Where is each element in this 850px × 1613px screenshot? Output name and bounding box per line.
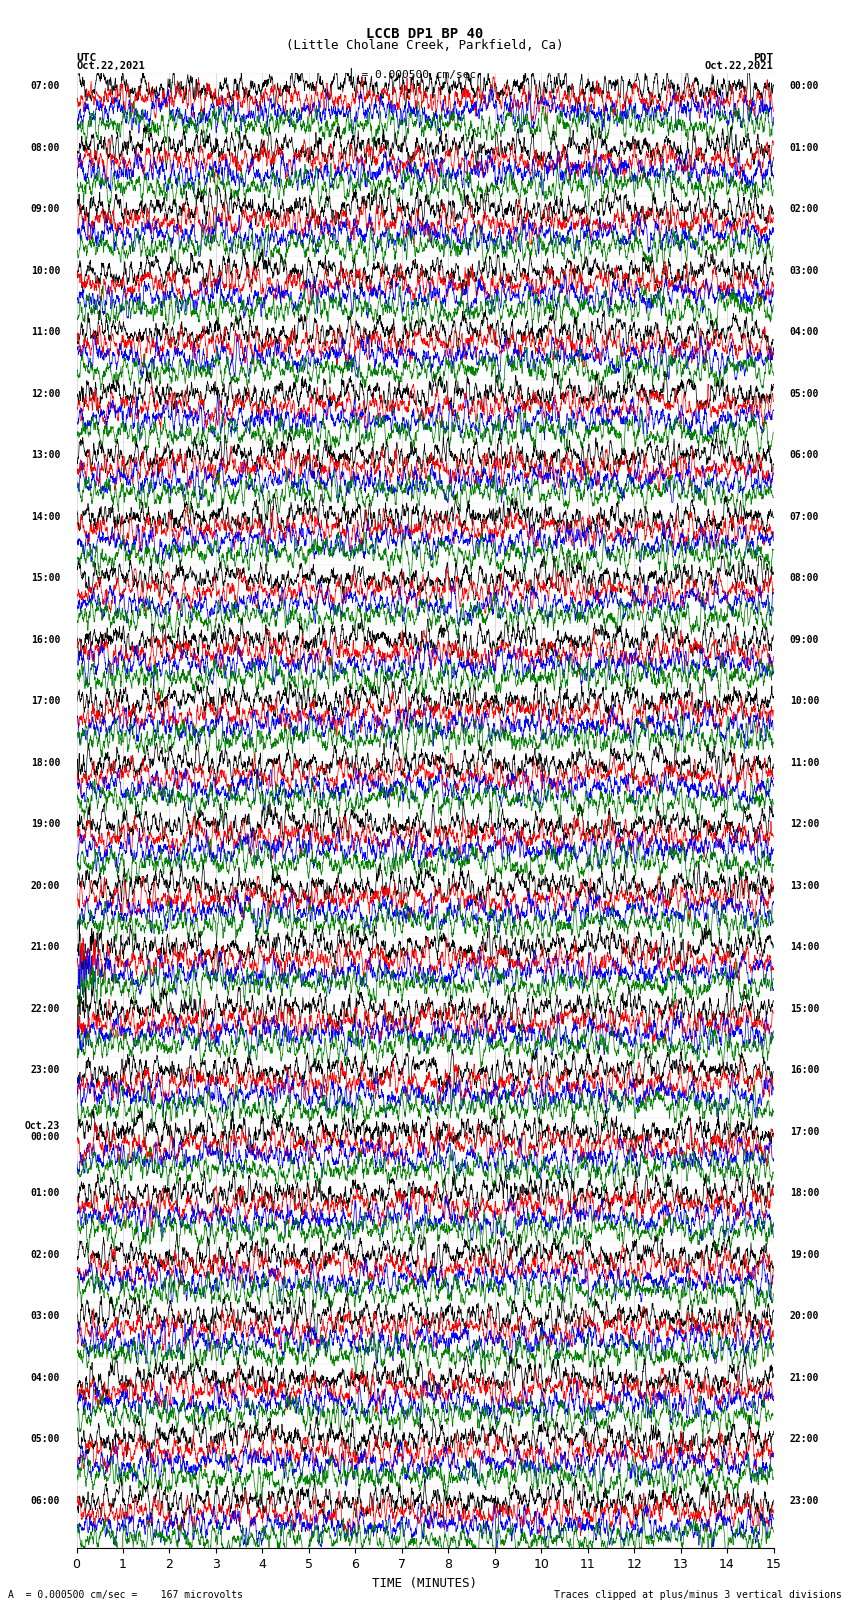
Text: 18:00: 18:00: [790, 1189, 819, 1198]
Text: 02:00: 02:00: [31, 1250, 60, 1260]
Text: UTC: UTC: [76, 53, 97, 63]
Text: 07:00: 07:00: [790, 511, 819, 521]
Text: 20:00: 20:00: [790, 1311, 819, 1321]
Text: 03:00: 03:00: [790, 266, 819, 276]
Text: 11:00: 11:00: [31, 327, 60, 337]
Text: 09:00: 09:00: [790, 634, 819, 645]
Text: 11:00: 11:00: [790, 758, 819, 768]
Text: Oct.22,2021: Oct.22,2021: [76, 61, 145, 71]
Text: 21:00: 21:00: [790, 1373, 819, 1382]
Text: 23:00: 23:00: [31, 1065, 60, 1074]
Text: 16:00: 16:00: [31, 634, 60, 645]
Text: 06:00: 06:00: [31, 1495, 60, 1505]
Text: 23:00: 23:00: [790, 1495, 819, 1505]
Text: 19:00: 19:00: [31, 819, 60, 829]
Text: 17:00: 17:00: [31, 697, 60, 706]
Text: 01:00: 01:00: [790, 142, 819, 153]
Text: 08:00: 08:00: [31, 142, 60, 153]
Text: 15:00: 15:00: [31, 573, 60, 582]
Text: 09:00: 09:00: [31, 205, 60, 215]
Text: 14:00: 14:00: [790, 942, 819, 952]
Text: 01:00: 01:00: [31, 1189, 60, 1198]
Text: 10:00: 10:00: [31, 266, 60, 276]
Text: Oct.22,2021: Oct.22,2021: [705, 61, 774, 71]
Text: 12:00: 12:00: [31, 389, 60, 398]
Text: 03:00: 03:00: [31, 1311, 60, 1321]
Text: 02:00: 02:00: [790, 205, 819, 215]
Text: 17:00: 17:00: [790, 1126, 819, 1137]
Text: LCCB DP1 BP 40: LCCB DP1 BP 40: [366, 27, 484, 42]
Text: 12:00: 12:00: [790, 819, 819, 829]
Text: 13:00: 13:00: [31, 450, 60, 460]
Text: Traces clipped at plus/minus 3 vertical divisions: Traces clipped at plus/minus 3 vertical …: [553, 1590, 842, 1600]
Text: 08:00: 08:00: [790, 573, 819, 582]
Text: 05:00: 05:00: [31, 1434, 60, 1444]
Text: ⎮ = 0.000500 cm/sec: ⎮ = 0.000500 cm/sec: [348, 68, 476, 81]
Text: 14:00: 14:00: [31, 511, 60, 521]
Text: 16:00: 16:00: [790, 1065, 819, 1074]
Text: 19:00: 19:00: [790, 1250, 819, 1260]
Text: 07:00: 07:00: [31, 81, 60, 90]
Text: 10:00: 10:00: [790, 697, 819, 706]
Text: 18:00: 18:00: [31, 758, 60, 768]
Text: 22:00: 22:00: [31, 1003, 60, 1013]
Text: A  = 0.000500 cm/sec =    167 microvolts: A = 0.000500 cm/sec = 167 microvolts: [8, 1590, 243, 1600]
Text: 22:00: 22:00: [790, 1434, 819, 1444]
Text: (Little Cholane Creek, Parkfield, Ca): (Little Cholane Creek, Parkfield, Ca): [286, 39, 564, 52]
Text: 21:00: 21:00: [31, 942, 60, 952]
Text: 04:00: 04:00: [31, 1373, 60, 1382]
Text: 04:00: 04:00: [790, 327, 819, 337]
Text: PDT: PDT: [753, 53, 774, 63]
Text: 06:00: 06:00: [790, 450, 819, 460]
Text: 20:00: 20:00: [31, 881, 60, 890]
Text: 15:00: 15:00: [790, 1003, 819, 1013]
Text: 05:00: 05:00: [790, 389, 819, 398]
X-axis label: TIME (MINUTES): TIME (MINUTES): [372, 1578, 478, 1590]
Text: Oct.23
00:00: Oct.23 00:00: [25, 1121, 60, 1142]
Text: 13:00: 13:00: [790, 881, 819, 890]
Text: 00:00: 00:00: [790, 81, 819, 90]
